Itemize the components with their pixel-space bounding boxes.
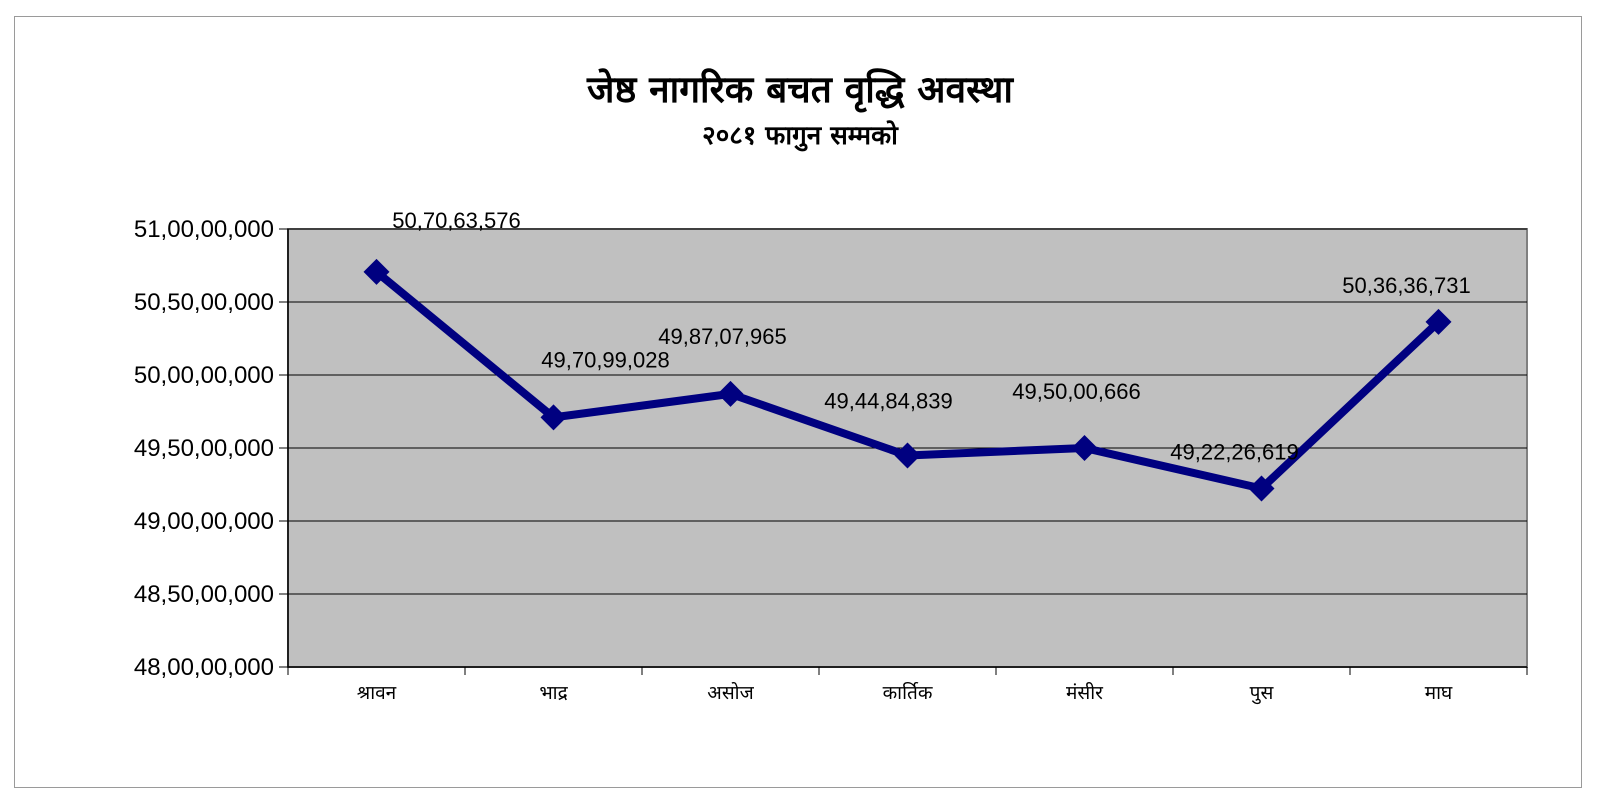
x-tick-label: असोज bbox=[707, 681, 754, 704]
chart-subtitle: २०८१ फागुन सम्मको bbox=[702, 121, 898, 151]
data-label: 49,87,07,965 bbox=[658, 324, 786, 349]
chart-title: जेष्ठ नागरिक बचत वृद्धि अवस्था bbox=[586, 68, 1013, 111]
y-tick-label: 49,50,00,000 bbox=[134, 435, 274, 462]
grid-lines bbox=[288, 228, 1527, 595]
axes bbox=[279, 228, 1528, 675]
y-tick-label: 49,00,00,000 bbox=[134, 508, 274, 535]
x-tick-label: पुस bbox=[1250, 682, 1275, 705]
data-label: 50,36,36,731 bbox=[1342, 273, 1470, 298]
y-tick-label: 48,00,00,000 bbox=[134, 654, 274, 681]
x-tick-label: माघ bbox=[1425, 682, 1453, 704]
data-point-marker bbox=[540, 404, 567, 431]
x-tick-label: श्रावन bbox=[357, 682, 397, 704]
y-tick-label: 51,00,00,000 bbox=[134, 216, 274, 243]
data-label: 50,70,63,576 bbox=[392, 208, 520, 233]
data-point-marker bbox=[1248, 475, 1275, 502]
y-tick-label: 48,50,00,000 bbox=[134, 581, 274, 608]
data-label: 49,70,99,028 bbox=[541, 347, 669, 372]
x-tick-label: भाद्र bbox=[539, 682, 568, 704]
y-tick-label: 50,00,00,000 bbox=[134, 362, 274, 389]
series-layer bbox=[363, 258, 1452, 502]
data-point-marker bbox=[717, 380, 744, 407]
y-tick-label: 50,50,00,000 bbox=[134, 289, 274, 316]
x-tick-label: मंसीर bbox=[1066, 681, 1104, 704]
data-point-marker bbox=[1425, 308, 1452, 335]
data-label: 49,50,00,666 bbox=[1012, 379, 1140, 404]
y-tick-labels: 48,00,00,000 48,50,00,000 49,00,00,000 49,5… bbox=[134, 216, 274, 681]
data-point-marker bbox=[1071, 434, 1098, 461]
data-point-marker bbox=[363, 258, 390, 285]
data-label: 49,22,26,619 bbox=[1170, 439, 1298, 464]
data-label: 49,44,84,839 bbox=[824, 389, 952, 414]
data-point-marker bbox=[894, 442, 921, 469]
x-tick-labels: श्रावन भाद्र असोज कार्तिक मंसीर पुस माघ bbox=[357, 681, 1453, 705]
x-tick-label: कार्तिक bbox=[883, 681, 933, 704]
